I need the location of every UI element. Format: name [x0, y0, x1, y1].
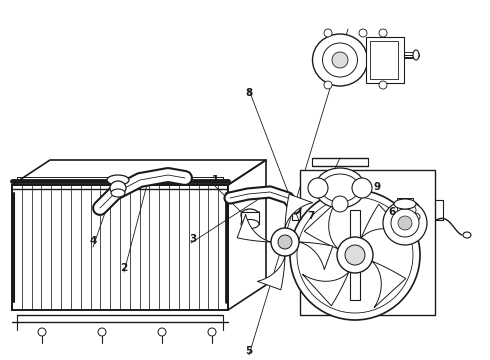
Circle shape	[345, 245, 365, 265]
Ellipse shape	[241, 209, 259, 221]
Circle shape	[398, 216, 412, 230]
Text: 4: 4	[89, 236, 97, 246]
Text: 3: 3	[189, 234, 196, 244]
Bar	[397, 198, 413, 210]
Polygon shape	[361, 204, 408, 238]
Polygon shape	[237, 215, 271, 242]
Polygon shape	[285, 194, 313, 228]
Polygon shape	[302, 272, 349, 306]
Ellipse shape	[400, 201, 420, 219]
Circle shape	[290, 190, 420, 320]
Ellipse shape	[394, 199, 416, 209]
Circle shape	[278, 235, 292, 249]
Bar	[241, 212, 259, 224]
Circle shape	[324, 81, 332, 89]
Ellipse shape	[110, 181, 126, 195]
Ellipse shape	[107, 175, 129, 185]
Bar	[366, 37, 404, 83]
Circle shape	[359, 29, 367, 37]
Ellipse shape	[463, 232, 471, 238]
Circle shape	[352, 178, 372, 198]
Circle shape	[379, 81, 387, 89]
Circle shape	[324, 29, 332, 37]
Circle shape	[379, 29, 387, 37]
Ellipse shape	[322, 43, 358, 77]
Circle shape	[297, 197, 413, 313]
Circle shape	[391, 209, 419, 237]
Circle shape	[383, 201, 427, 245]
Bar	[370, 41, 398, 79]
Ellipse shape	[321, 174, 359, 202]
Ellipse shape	[313, 34, 368, 86]
Text: 1: 1	[211, 175, 219, 185]
Polygon shape	[304, 202, 338, 249]
Ellipse shape	[315, 168, 365, 208]
Bar	[350, 210, 360, 300]
Text: 8: 8	[245, 88, 253, 98]
Polygon shape	[257, 256, 285, 290]
Polygon shape	[299, 242, 333, 270]
Ellipse shape	[241, 220, 259, 229]
Ellipse shape	[111, 189, 125, 197]
Text: 5: 5	[245, 346, 253, 356]
Circle shape	[308, 178, 328, 198]
Text: 9: 9	[373, 182, 381, 192]
Text: 2: 2	[121, 263, 127, 273]
Text: 7: 7	[307, 211, 315, 221]
Ellipse shape	[332, 52, 348, 68]
Ellipse shape	[404, 204, 416, 216]
Ellipse shape	[413, 50, 419, 60]
Circle shape	[337, 237, 373, 273]
Bar	[300, 170, 435, 315]
Polygon shape	[372, 261, 406, 308]
Ellipse shape	[410, 213, 420, 221]
Text: 6: 6	[389, 207, 395, 217]
Circle shape	[332, 196, 348, 212]
Circle shape	[271, 228, 299, 256]
